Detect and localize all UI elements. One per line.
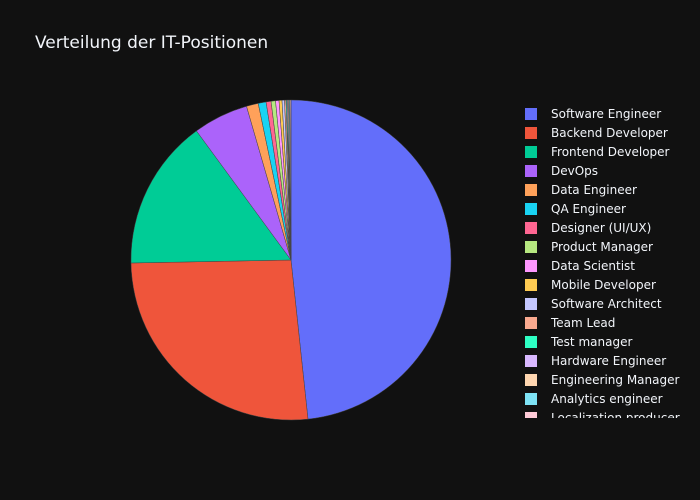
legend-label: Hardware Engineer [551,353,667,368]
legend-label: DevOps [551,163,599,178]
legend-label: Data Scientist [551,258,635,273]
pie-slice-frontend-developer[interactable] [130,130,292,264]
legend-label: Localization producer [551,410,680,419]
legend-item-data-scientist[interactable]: Data Scientist [520,256,635,275]
legend-item-test-manager[interactable]: Test manager [520,332,632,351]
legend-label: Engineering Manager [551,372,680,387]
legend-label: QA Engineer [551,201,626,216]
legend-label: Mobile Developer [551,277,656,292]
legend-item-qa-engineer[interactable]: QA Engineer [520,199,626,218]
legend-item-localization-producer[interactable]: Localization producer [520,408,680,418]
legend-swatch [525,392,537,405]
legend-swatch [525,164,537,177]
legend-label: Test manager [551,334,633,349]
legend-item-engineering-manager[interactable]: Engineering Manager [520,370,679,389]
legend: Software Engineer Backend Developer Fronte… [520,104,700,418]
chart-title: Verteilung der IT-Positionen [35,33,269,53]
legend-swatch [525,221,537,234]
legend-swatch [525,354,537,367]
pie-slice-backend-developer[interactable] [130,259,309,421]
pie-slice-localization-producer[interactable] [289,99,292,261]
legend-label: Data Engineer [551,182,637,197]
legend-swatch [525,183,537,196]
legend-item-software-architect[interactable]: Software Architect [520,294,662,313]
legend-item-data-engineer[interactable]: Data Engineer [520,180,637,199]
legend-swatch [525,316,537,329]
legend-item-team-lead[interactable]: Team Lead [520,313,615,332]
legend-label: Designer (UI/UX) [551,220,652,235]
legend-label: Software Engineer [551,106,662,121]
legend-item-mobile-developer[interactable]: Mobile Developer [520,275,656,294]
legend-swatch [525,107,537,120]
legend-swatch [525,335,537,348]
legend-label: Software Architect [551,296,662,311]
legend-label: Frontend Developer [551,144,670,159]
legend-swatch [525,145,537,158]
legend-item-hardware-engineer[interactable]: Hardware Engineer [520,351,666,370]
legend-item-frontend-developer[interactable]: Frontend Developer [520,142,670,161]
legend-item-designer-ui-ux[interactable]: Designer (UI/UX) [520,218,651,237]
legend-swatch [525,411,537,418]
legend-swatch [525,202,537,215]
legend-swatch [525,278,537,291]
pie-slices [130,99,452,421]
legend-item-analytics-engineer[interactable]: Analytics engineer [520,389,663,408]
legend-swatch [525,126,537,139]
legend-swatch [525,373,537,386]
legend-label: Analytics engineer [551,391,663,406]
legend-swatch [525,240,537,253]
legend-item-backend-developer[interactable]: Backend Developer [520,123,668,142]
legend-label: Product Manager [551,239,653,254]
legend-item-product-manager[interactable]: Product Manager [520,237,653,256]
legend-item-devops[interactable]: DevOps [520,161,598,180]
legend-item-software-engineer[interactable]: Software Engineer [520,104,661,123]
legend-swatch [525,259,537,272]
legend-swatch [525,297,537,310]
legend-label: Backend Developer [551,125,668,140]
pie-slice-software-engineer[interactable] [290,99,452,420]
legend-label: Team Lead [551,315,616,330]
